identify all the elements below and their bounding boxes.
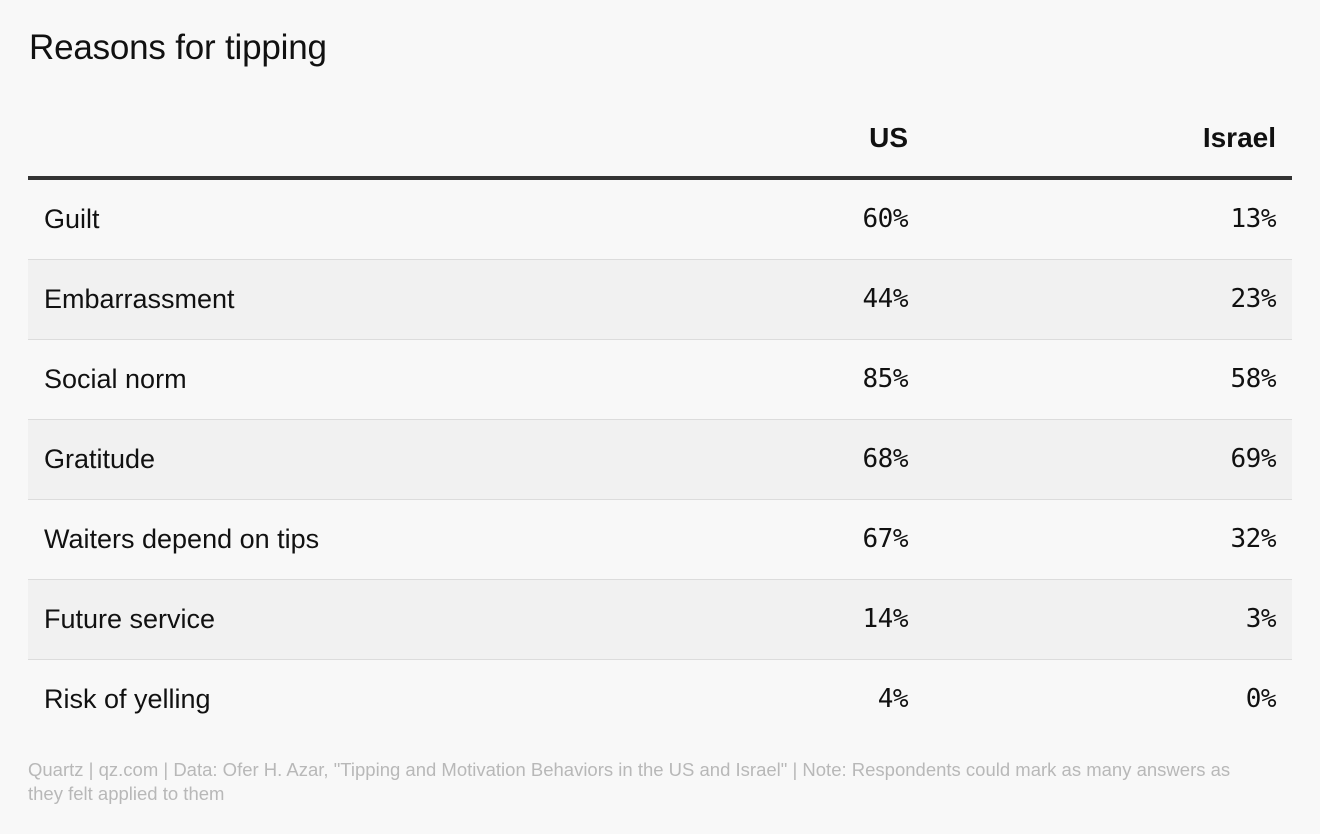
us-value: 60% [862, 204, 909, 234]
table-row: Waiters depend on tips 67% 32% [28, 500, 1292, 580]
israel-value: 58% [1230, 364, 1277, 394]
row-label: Social norm [44, 364, 187, 394]
table-header: US Israel [28, 100, 1292, 180]
row-label: Risk of yelling [44, 684, 211, 714]
us-value: 44% [862, 284, 909, 314]
israel-value: 23% [1230, 284, 1277, 314]
table-row: Gratitude 68% 69% [28, 420, 1292, 500]
row-label: Embarrassment [44, 284, 235, 314]
israel-value: 69% [1230, 444, 1277, 474]
us-value: 85% [862, 364, 909, 394]
table-body: Guilt 60% 13% Embarrassment 44% 23% Social nor… [28, 180, 1292, 739]
israel-value: 32% [1230, 524, 1277, 554]
israel-value: 0% [1245, 684, 1277, 714]
israel-value: 3% [1245, 604, 1277, 634]
row-label: Guilt [44, 204, 100, 234]
source-note: Quartz | qz.com | Data: Ofer H. Azar, "T… [28, 759, 1231, 804]
table-row: Embarrassment 44% 23% [28, 260, 1292, 340]
column-header-us: US [869, 122, 908, 153]
us-value: 14% [862, 604, 909, 634]
row-label: Gratitude [44, 444, 156, 474]
row-label: Future service [44, 604, 216, 634]
row-label: Waiters depend on tips [44, 524, 320, 554]
chart-title: Reasons for tipping [29, 28, 327, 67]
table-row: Risk of yelling 4% 0% [28, 660, 1292, 739]
table-row: Future service 14% 3% [28, 580, 1292, 660]
column-header-israel: Israel [1202, 122, 1276, 153]
us-value: 68% [862, 444, 909, 474]
table-row: Guilt 60% 13% [28, 180, 1292, 260]
us-value: 4% [877, 684, 909, 714]
table-row: Social norm 85% 58% [28, 340, 1292, 420]
israel-value: 13% [1230, 204, 1277, 234]
data-table: US Israel Guilt 60% 13% Embarrassment 44% 23%… [28, 100, 1292, 739]
us-value: 67% [862, 524, 909, 554]
